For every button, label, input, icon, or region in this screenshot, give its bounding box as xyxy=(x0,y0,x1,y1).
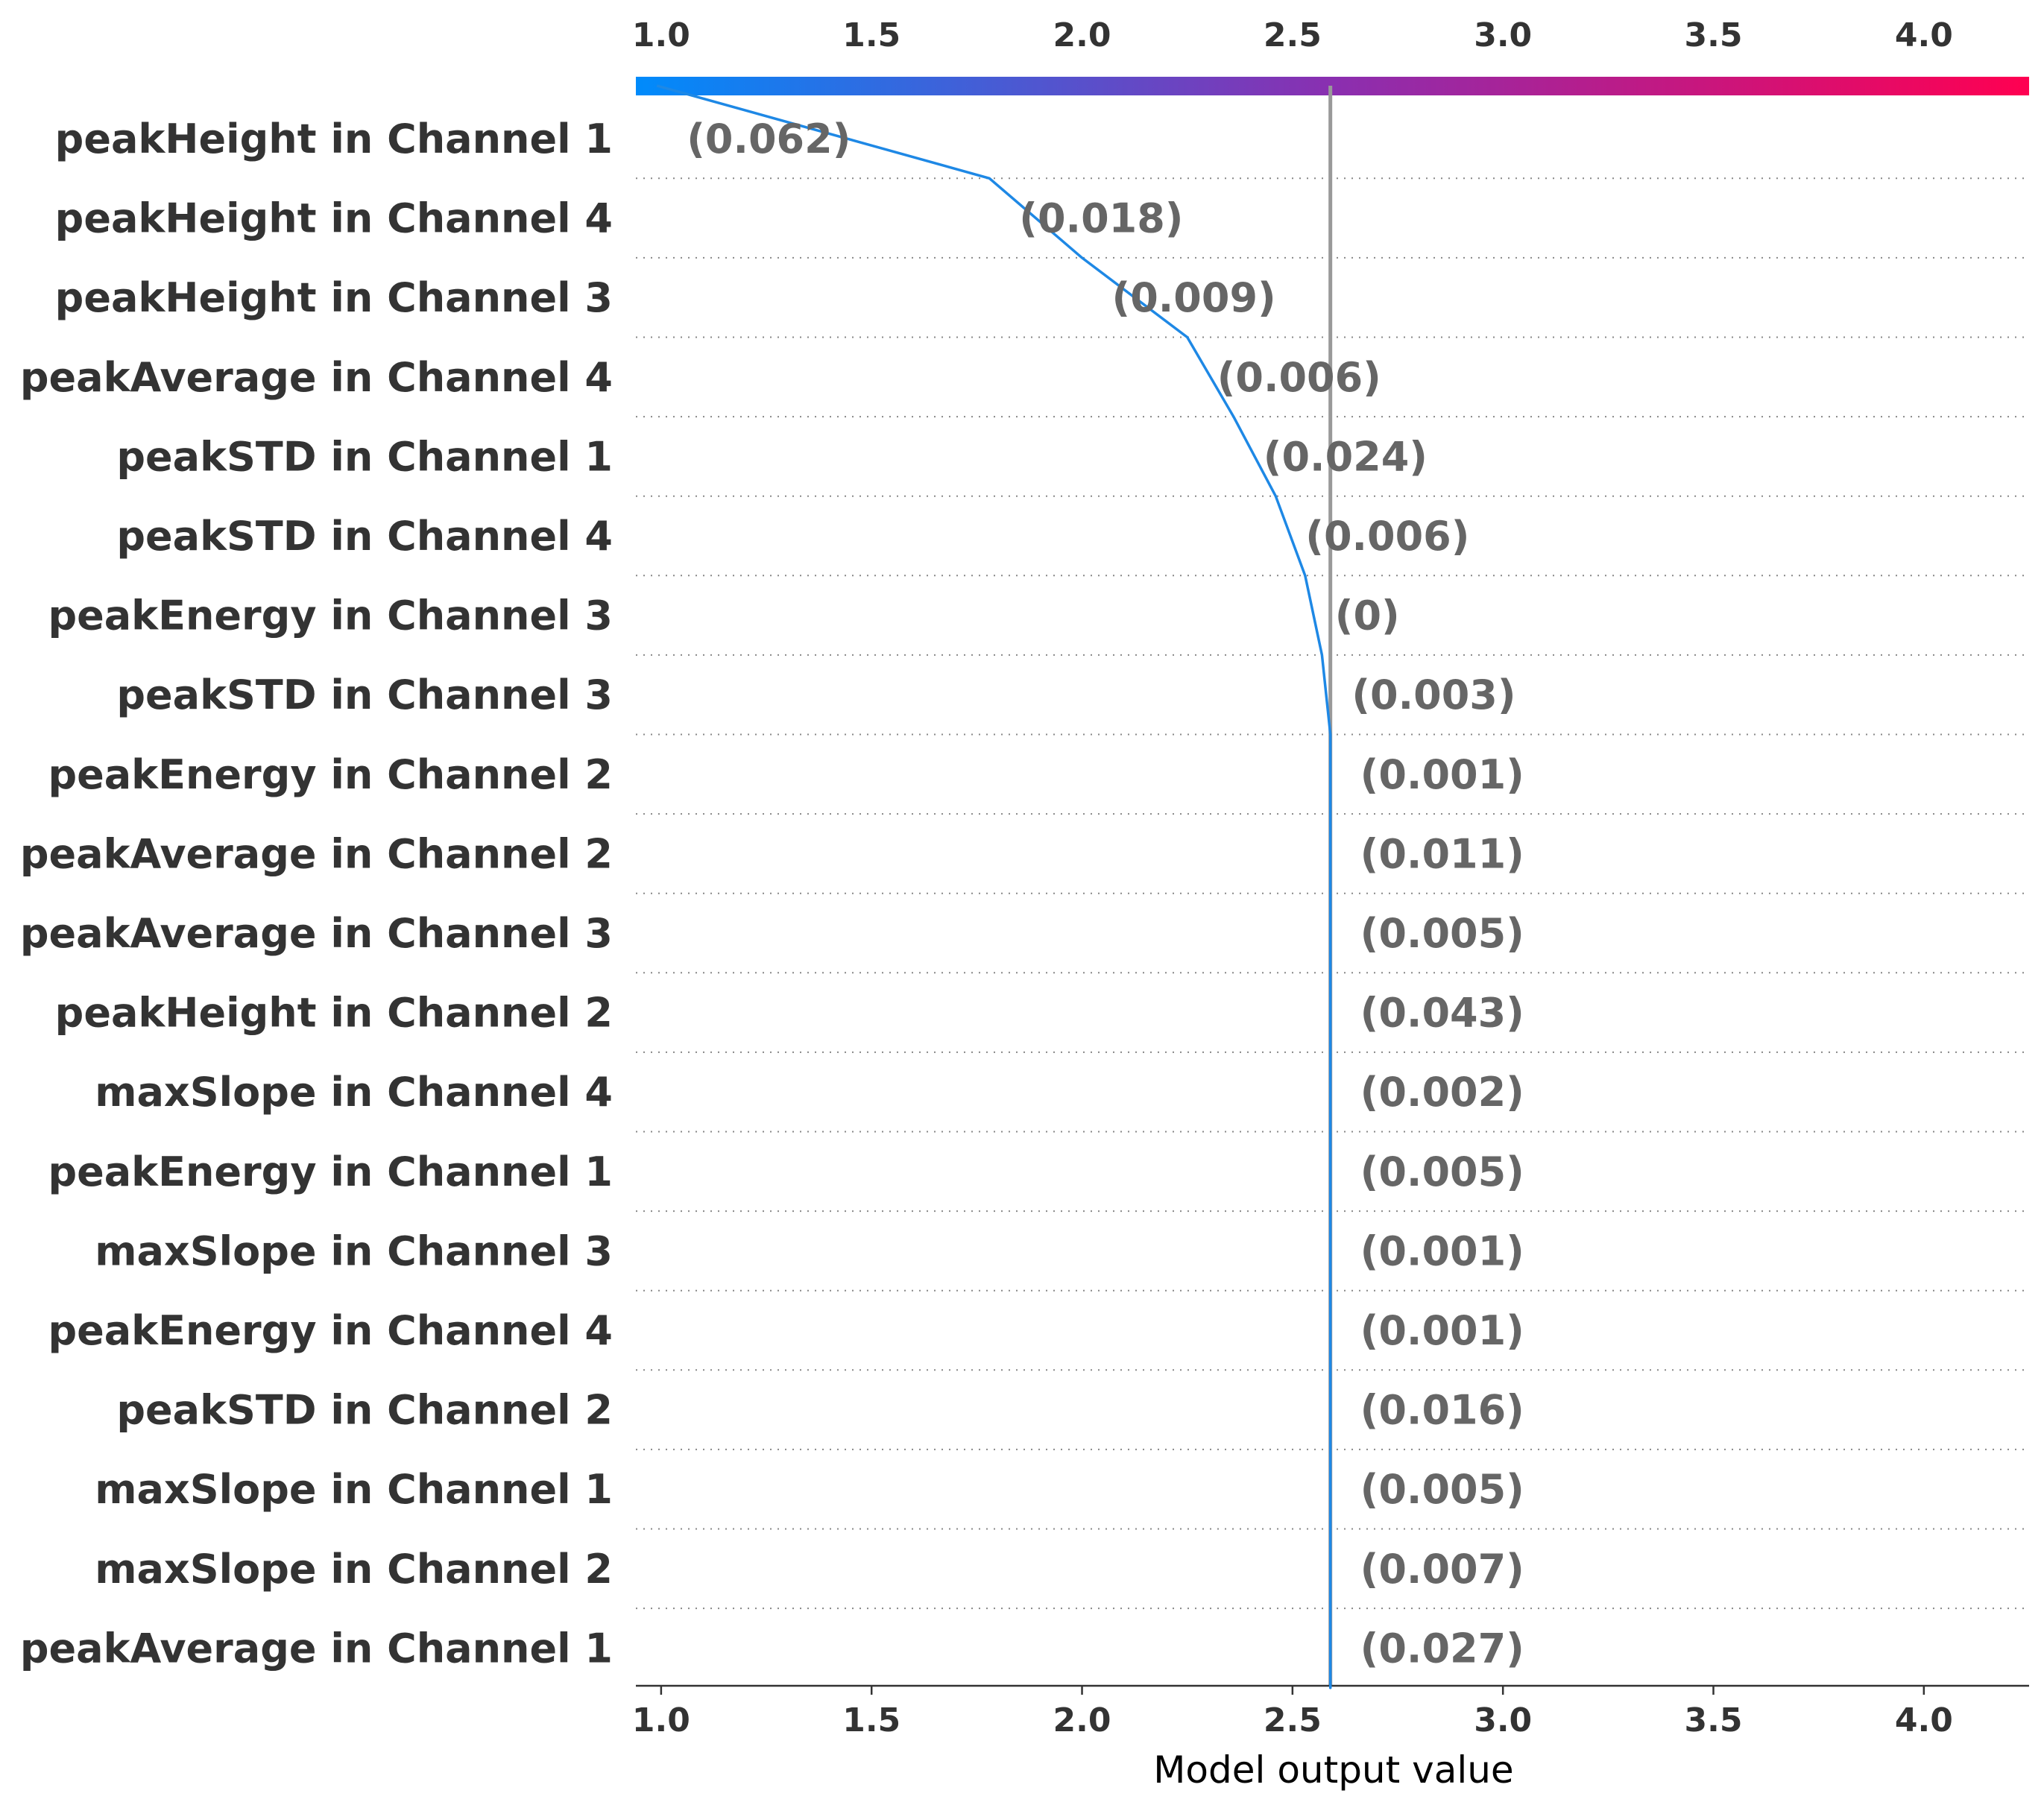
feature-name-label: peakEnergy in Channel 2 xyxy=(48,751,613,798)
feature-name-label: maxSlope in Channel 2 xyxy=(95,1546,613,1593)
feature-value-label: (0.016) xyxy=(1360,1387,1524,1434)
feature-name-label: peakSTD in Channel 4 xyxy=(116,513,613,560)
bottom-tick-label: 2.0 xyxy=(1053,1701,1111,1739)
feature-value-label: (0.005) xyxy=(1360,1466,1524,1513)
feature-value-label: (0.006) xyxy=(1217,354,1381,401)
x-axis-title: Model output value xyxy=(1153,1748,1513,1792)
feature-value-label: (0.005) xyxy=(1360,910,1524,957)
feature-value-label: (0.003) xyxy=(1351,671,1515,718)
feature-value-label: (0.043) xyxy=(1360,990,1524,1037)
feature-name-label: peakSTD in Channel 3 xyxy=(116,671,613,718)
bottom-tick-label: 2.5 xyxy=(1264,1701,1322,1739)
top-tick-label: 4.0 xyxy=(1895,16,1953,54)
top-tick-label: 3.0 xyxy=(1474,16,1532,54)
feature-value-label: (0.018) xyxy=(1019,195,1183,242)
feature-value-label: (0.011) xyxy=(1360,830,1524,877)
feature-name-label: peakHeight in Channel 2 xyxy=(55,990,613,1037)
gridlines xyxy=(636,177,2029,1610)
feature-value-label: (0.005) xyxy=(1360,1148,1524,1195)
feature-labels: peakHeight in Channel 1 (0.062) peakHeight… xyxy=(20,116,1524,1672)
feature-value-label: (0.001) xyxy=(1360,1227,1524,1274)
feature-value-label: (0.009) xyxy=(1112,274,1276,321)
top-tick-label: 2.5 xyxy=(1264,16,1322,54)
feature-name-label: peakHeight in Channel 3 xyxy=(55,274,613,321)
feature-name-label: peakEnergy in Channel 1 xyxy=(48,1148,613,1195)
feature-value-label: (0) xyxy=(1335,592,1400,639)
colorbar xyxy=(636,77,2029,95)
bottom-tick-label: 3.5 xyxy=(1685,1701,1743,1739)
feature-value-label: (0.062) xyxy=(687,116,851,162)
top-tick-label: 3.5 xyxy=(1685,16,1743,54)
feature-name-label: maxSlope in Channel 4 xyxy=(95,1069,613,1116)
feature-name-label: peakEnergy in Channel 4 xyxy=(48,1307,613,1354)
feature-name-label: peakEnergy in Channel 3 xyxy=(48,592,613,639)
feature-name-label: peakHeight in Channel 4 xyxy=(55,195,613,242)
feature-name-label: maxSlope in Channel 3 xyxy=(95,1227,613,1274)
top-tick-label: 2.0 xyxy=(1053,16,1111,54)
axis-ticks: 1.0 1.0 1.5 1.5 2.0 2.0 2.5 2.5 3.0 3.0 3.5 3.5 4.0 4… xyxy=(632,16,1953,1739)
feature-value-label: (0.027) xyxy=(1360,1625,1524,1672)
feature-name-label: peakHeight in Channel 1 xyxy=(55,116,613,162)
feature-value-label: (0.002) xyxy=(1360,1069,1524,1116)
feature-name-label: peakAverage in Channel 1 xyxy=(20,1625,613,1672)
feature-value-label: (0.001) xyxy=(1360,1307,1524,1354)
top-tick-label: 1.0 xyxy=(632,16,690,54)
feature-value-label: (0.024) xyxy=(1264,433,1428,480)
feature-name-label: peakAverage in Channel 4 xyxy=(20,354,613,401)
decision-line xyxy=(656,84,1332,1690)
feature-name-label: peakAverage in Channel 3 xyxy=(20,910,613,957)
bottom-tick-label: 1.5 xyxy=(842,1701,900,1739)
top-tick-label: 1.5 xyxy=(842,16,900,54)
feature-value-label: (0.006) xyxy=(1305,513,1469,560)
feature-name-label: peakSTD in Channel 1 xyxy=(116,433,613,480)
feature-value-label: (0.001) xyxy=(1360,751,1524,798)
bottom-tick-label: 4.0 xyxy=(1895,1701,1953,1739)
feature-name-label: peakSTD in Channel 2 xyxy=(116,1387,613,1434)
bottom-tick-label: 1.0 xyxy=(632,1701,690,1739)
feature-name-label: maxSlope in Channel 1 xyxy=(95,1466,613,1513)
bottom-tick-label: 3.0 xyxy=(1474,1701,1532,1739)
feature-name-label: peakAverage in Channel 2 xyxy=(20,830,613,877)
feature-value-label: (0.007) xyxy=(1360,1546,1524,1593)
